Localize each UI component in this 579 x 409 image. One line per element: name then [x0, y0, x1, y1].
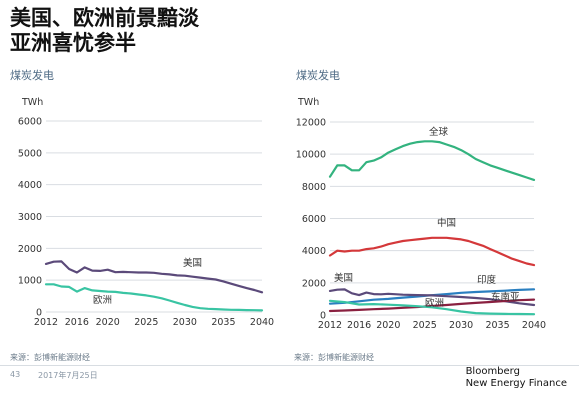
- chart-1-y-tick: 1000: [18, 276, 42, 287]
- brand-line-2: New Energy Finance: [465, 378, 567, 389]
- chart-1-x-tick: 2030: [173, 317, 197, 328]
- chart-2-series-line: [328, 298, 536, 313]
- chart-1-x-tick: 2025: [134, 317, 158, 328]
- chart-2-y-tick: 2000: [302, 278, 326, 289]
- chart-2-y-tick: 6000: [302, 214, 326, 225]
- chart-2-series-line: [328, 140, 536, 181]
- page-title: 美国、欧洲前景黯淡 亚洲喜忧参半: [10, 6, 199, 56]
- chart-1-x-tick: 2040: [250, 317, 274, 328]
- chart-2-x-tick: 2035: [485, 320, 509, 331]
- chart-2-x-tick: 2016: [347, 320, 371, 331]
- chart-1-y-tick: 3000: [18, 212, 42, 223]
- source-note-left: 来源：彭博新能源财经: [10, 353, 90, 362]
- chart-2-y-tick: 0: [320, 311, 326, 322]
- chart-2-title: 煤炭发电: [296, 68, 340, 82]
- chart-2-y-tick: 8000: [302, 182, 326, 193]
- title-line-1: 美国、欧洲前景黯淡: [10, 6, 199, 30]
- chart-2-y-unit: TWh: [297, 97, 319, 108]
- chart-2-y-tick: 10000: [296, 150, 326, 161]
- footer-date: 2017年7月25日: [38, 371, 98, 380]
- chart-2-series-label: 东南亚: [491, 291, 520, 303]
- page-number: 43: [10, 370, 21, 379]
- chart-1-y-tick: 5000: [18, 148, 42, 159]
- brand-logo: Bloomberg New Energy Finance: [466, 366, 567, 390]
- chart-1-y-tick: 0: [36, 308, 42, 319]
- chart-1-y-tick: 4000: [18, 180, 42, 191]
- chart-2-x-tick: 2020: [376, 320, 400, 331]
- chart-2-x-tick: 2012: [318, 320, 342, 331]
- brand-line-1: Bloomberg: [465, 366, 520, 377]
- chart-2-series-label: 中国: [437, 217, 456, 229]
- chart-1-y-unit: TWh: [21, 97, 43, 108]
- chart-1-x-tick: 2016: [65, 317, 89, 328]
- chart-2-y-tick: 12000: [296, 118, 326, 129]
- chart-1-series-label: 欧洲: [93, 294, 112, 306]
- chart-1-x-tick: 2012: [34, 317, 58, 328]
- chart-1-x-tick: 2035: [211, 317, 235, 328]
- chart-1-series-label: 美国: [183, 257, 202, 269]
- chart-2-y-tick: 4000: [302, 246, 326, 257]
- chart-2-x-tick: 2040: [522, 320, 546, 331]
- chart-2-series-label: 全球: [429, 126, 449, 138]
- chart-2-series-line: [328, 288, 536, 307]
- title-line-2: 亚洲喜忧参半: [10, 31, 136, 55]
- source-note-right: 来源：彭博新能源财经: [294, 353, 374, 362]
- chart-2-series-line: [328, 236, 536, 267]
- chart-2-series-label: 美国: [334, 272, 353, 284]
- chart-2-series-label: 欧洲: [425, 297, 444, 309]
- chart-1-y-tick: 2000: [18, 244, 42, 255]
- chart-2-series-label: 印度: [477, 274, 497, 286]
- chart-1-series-line: [44, 260, 264, 294]
- chart-1-series-line: [44, 283, 264, 312]
- chart-2-x-tick: 2025: [413, 320, 437, 331]
- chart-2-series-line: [328, 299, 536, 316]
- chart-1-y-tick: 6000: [18, 117, 42, 128]
- footer-divider: [0, 365, 579, 366]
- chart-2-x-tick: 2030: [449, 320, 473, 331]
- chart-1-title: 煤炭发电: [10, 68, 54, 82]
- chart-1-x-tick: 2020: [96, 317, 120, 328]
